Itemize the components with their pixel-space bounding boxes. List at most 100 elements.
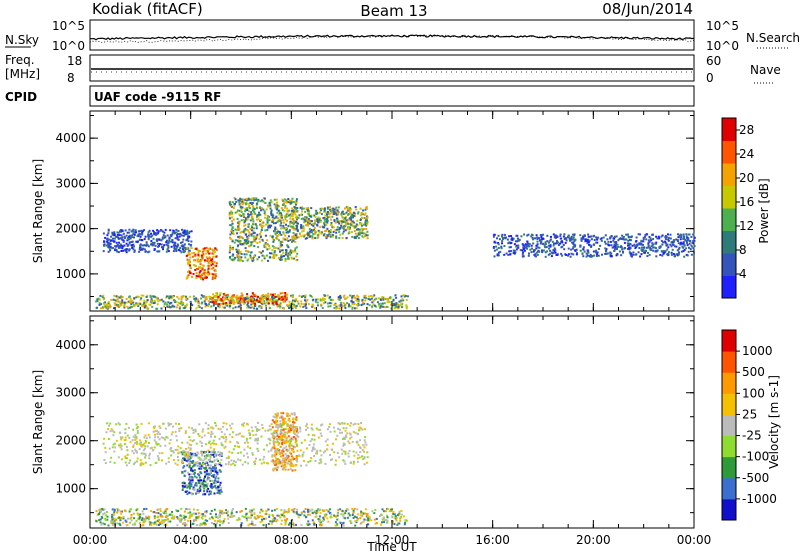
power-echo-mark xyxy=(283,255,286,257)
power-echo-mark xyxy=(125,248,128,251)
velocity-echo-mark xyxy=(295,439,297,442)
velocity-echo-mark xyxy=(274,413,277,416)
power-echo-mark xyxy=(692,233,695,236)
velocity-echo-mark xyxy=(356,517,359,520)
power-echo-mark xyxy=(329,212,332,215)
velocity-echo-mark xyxy=(252,523,255,526)
power-echo-mark xyxy=(554,251,557,254)
power-echo-mark xyxy=(160,298,163,301)
power-echo-mark xyxy=(210,248,213,251)
velocity-echo-mark xyxy=(183,482,186,485)
power-echo-mark xyxy=(239,241,242,244)
power-echo-mark xyxy=(546,250,548,253)
power-echo-mark xyxy=(280,240,283,243)
power-echo-mark xyxy=(134,229,137,232)
velocity-echo-mark xyxy=(366,512,369,515)
power-echo-mark xyxy=(357,211,360,214)
velocity-echo-mark xyxy=(386,514,389,517)
power-echo-mark xyxy=(573,245,576,248)
power-echo-mark xyxy=(289,202,292,205)
power-echo-mark xyxy=(211,258,214,261)
power-echo-mark xyxy=(252,197,255,200)
power-echo-mark xyxy=(567,253,570,256)
power-echo-mark xyxy=(526,242,529,245)
power-echo-mark xyxy=(200,307,203,310)
power-echo-mark xyxy=(561,254,564,257)
power-echo-mark xyxy=(400,295,403,298)
power-echo-mark xyxy=(287,231,289,234)
power-echo-mark xyxy=(176,234,178,236)
power-echo-mark xyxy=(201,258,204,261)
power-echo-mark xyxy=(106,239,109,242)
power-echo-mark xyxy=(262,294,265,296)
power-echo-mark xyxy=(166,234,169,237)
power-echo-mark xyxy=(364,221,367,224)
velocity-echo-mark xyxy=(188,486,191,489)
power-echo-mark xyxy=(264,216,266,219)
power-echo-mark xyxy=(672,253,675,255)
power-echo-mark xyxy=(116,300,119,303)
power-echo-mark xyxy=(661,243,664,246)
velocity-echo-mark xyxy=(288,417,291,420)
power-echo-mark xyxy=(293,228,296,231)
velocity-echo-mark xyxy=(187,462,190,465)
power-echo-mark xyxy=(398,300,401,303)
power-echo-mark xyxy=(122,232,125,235)
power-echo-mark xyxy=(278,239,280,242)
power-echo-mark xyxy=(180,300,183,303)
power-echo-mark xyxy=(249,228,252,230)
power-echo-mark xyxy=(191,255,194,258)
power-echo-mark xyxy=(288,303,291,306)
velocity-echo-mark xyxy=(113,513,115,515)
power-echo-mark xyxy=(339,296,342,299)
velocity-echo-mark xyxy=(349,424,352,427)
nsky-strip: N.Sky 10^5 10^0 10^5 10^0 N.Search xyxy=(5,19,800,53)
velocity-echo-mark xyxy=(361,512,364,515)
velocity-echo-mark xyxy=(367,519,370,522)
power-echo-mark xyxy=(593,243,595,246)
velocity-echo-mark xyxy=(275,416,278,419)
power-echo-mark xyxy=(605,250,608,253)
power-echo-mark xyxy=(203,295,206,298)
power-echo-mark xyxy=(338,304,341,307)
power-echo-mark xyxy=(258,256,261,259)
power-echo-mark xyxy=(291,240,293,243)
power-echo-mark xyxy=(244,217,247,220)
power-echo-mark xyxy=(350,213,353,216)
power-echo-mark xyxy=(347,226,349,229)
power-echo-mark xyxy=(329,208,331,211)
velocity-echo-mark xyxy=(124,509,126,512)
power-echo-mark xyxy=(238,199,241,202)
power-echo-mark xyxy=(226,295,229,298)
power-echo-mark xyxy=(249,306,252,309)
velocity-echo-mark xyxy=(264,513,267,516)
power-echo-mark xyxy=(281,209,284,212)
velocity-echo-mark xyxy=(281,443,284,446)
power-echo-mark xyxy=(124,229,127,232)
velocity-echo-mark xyxy=(234,464,236,467)
power-echo-mark xyxy=(264,201,267,204)
power-echo-mark xyxy=(119,301,122,304)
velocity-echo-mark xyxy=(251,509,254,512)
power-echo-mark xyxy=(289,217,292,220)
velocity-echo-mark xyxy=(187,485,190,488)
power-echo-mark xyxy=(355,223,358,226)
power-echo-mark xyxy=(336,212,339,215)
power-echo-mark xyxy=(293,236,296,238)
velocity-echo-mark xyxy=(124,519,127,522)
power-echo-mark xyxy=(390,300,393,303)
velocity-echo-mark xyxy=(206,478,209,481)
power-echo-mark xyxy=(237,252,240,255)
velocity-echo-mark xyxy=(190,444,193,447)
power-echo-mark xyxy=(651,242,654,245)
velocity-echo-mark xyxy=(143,442,146,445)
velocity-echo-mark xyxy=(239,510,242,513)
power-echo-mark xyxy=(306,231,309,234)
power-echo-mark xyxy=(357,303,360,305)
velocity-echo-mark xyxy=(355,451,358,454)
velocity-echo-mark xyxy=(386,521,389,524)
power-echo-mark xyxy=(113,237,116,240)
velocity-echo-mark xyxy=(272,442,275,445)
power-echo-mark xyxy=(532,242,535,245)
power-echo-mark xyxy=(245,239,247,242)
